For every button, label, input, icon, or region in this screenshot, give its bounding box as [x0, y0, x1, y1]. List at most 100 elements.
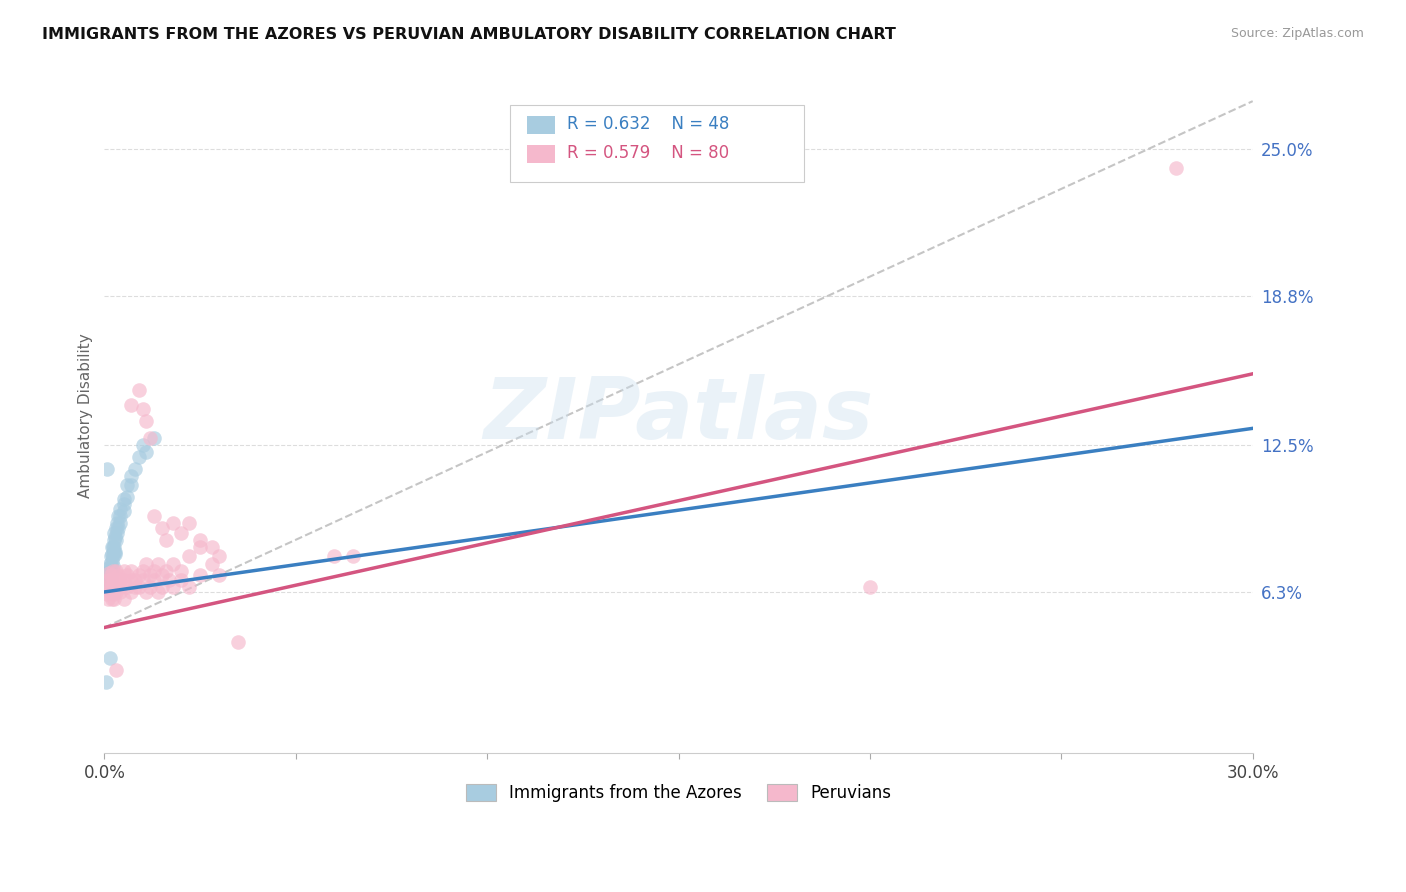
Point	[112, 504, 135, 518]
Point	[101, 592, 124, 607]
Point	[103, 564, 125, 578]
Point	[98, 571, 121, 585]
Point	[107, 568, 129, 582]
Point	[97, 561, 120, 575]
Point	[1166, 161, 1188, 175]
Point	[97, 592, 120, 607]
Point	[146, 585, 169, 599]
Point	[103, 549, 125, 564]
Point	[107, 521, 129, 535]
Point	[104, 530, 127, 544]
Point	[101, 547, 124, 561]
Point	[108, 502, 131, 516]
Point	[105, 516, 128, 531]
Point	[177, 549, 200, 564]
Point	[131, 402, 153, 417]
Y-axis label: Ambulatory Disability: Ambulatory Disability	[79, 333, 93, 498]
Point	[101, 573, 124, 587]
Point	[104, 564, 127, 578]
Point	[98, 573, 121, 587]
Point	[98, 651, 121, 665]
Point	[117, 490, 139, 504]
Point	[96, 580, 118, 594]
Point	[98, 585, 121, 599]
Point	[323, 549, 346, 564]
Point	[143, 509, 166, 524]
Point	[105, 525, 128, 540]
Point	[101, 540, 124, 554]
Point	[143, 431, 166, 445]
Point	[108, 573, 131, 587]
Point	[188, 568, 211, 582]
Point	[100, 558, 122, 573]
Point	[159, 573, 181, 587]
Point	[97, 573, 120, 587]
Point	[120, 398, 142, 412]
Point	[155, 533, 177, 547]
Point	[208, 568, 231, 582]
Point	[112, 573, 135, 587]
Point	[143, 573, 166, 587]
Point	[200, 557, 222, 571]
Point	[104, 544, 127, 558]
Point	[112, 592, 135, 607]
Text: R = 0.632    N = 48: R = 0.632 N = 48	[567, 115, 728, 133]
Point	[170, 564, 193, 578]
Point	[120, 478, 142, 492]
Point	[96, 461, 118, 475]
Point	[177, 516, 200, 531]
Point	[177, 580, 200, 594]
Point	[146, 557, 169, 571]
Point	[188, 540, 211, 554]
Point	[110, 509, 132, 524]
Point	[101, 540, 124, 554]
Point	[162, 580, 184, 594]
Point	[228, 634, 250, 648]
Point	[208, 549, 231, 564]
Point	[139, 568, 162, 582]
Point	[101, 587, 124, 601]
Point	[96, 675, 118, 690]
Point	[162, 516, 184, 531]
Point	[103, 540, 125, 554]
Point	[103, 525, 125, 540]
Point	[120, 585, 142, 599]
Point	[124, 580, 146, 594]
Point	[104, 521, 127, 535]
Point	[170, 525, 193, 540]
Point	[131, 438, 153, 452]
Point	[131, 573, 153, 587]
Point	[200, 540, 222, 554]
Point	[112, 497, 135, 511]
Point	[104, 585, 127, 599]
Point	[101, 558, 124, 573]
Point	[100, 549, 122, 564]
Point	[120, 468, 142, 483]
Point	[188, 533, 211, 547]
Text: ZIPatlas: ZIPatlas	[484, 374, 873, 457]
Point	[98, 580, 121, 594]
Point	[112, 564, 135, 578]
Point	[100, 580, 122, 594]
Point	[104, 547, 127, 561]
Point	[117, 580, 139, 594]
Point	[104, 663, 127, 677]
Point	[98, 566, 121, 580]
Point	[135, 445, 157, 459]
Point	[135, 414, 157, 428]
Point	[117, 568, 139, 582]
Point	[101, 554, 124, 568]
Point	[110, 580, 132, 594]
Point	[120, 573, 142, 587]
Point	[107, 509, 129, 524]
Point	[108, 585, 131, 599]
Legend: Immigrants from the Azores, Peruvians: Immigrants from the Azores, Peruvians	[460, 778, 898, 809]
Point	[103, 544, 125, 558]
Point	[143, 564, 166, 578]
Point	[103, 592, 125, 607]
Point	[100, 568, 122, 582]
Point	[97, 566, 120, 580]
Point	[150, 568, 173, 582]
Point	[170, 573, 193, 587]
Point	[342, 549, 364, 564]
